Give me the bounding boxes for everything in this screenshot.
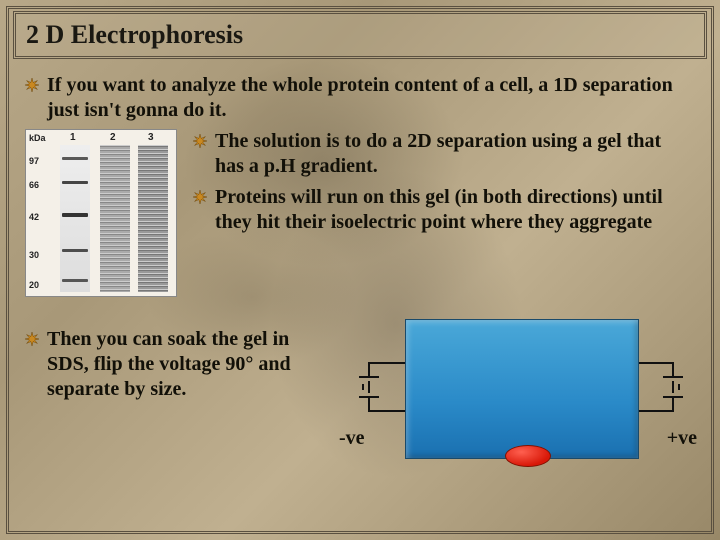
electrode-left-icon [341, 357, 405, 417]
bullet-item-4: Then you can soak the gel in SDS, flip t… [25, 327, 333, 402]
gel-rect [405, 319, 639, 459]
title-box: 2 D Electrophoresis [13, 11, 707, 59]
electrode-right-icon [637, 357, 701, 417]
mw-marker: 42 [29, 212, 39, 222]
gel-lane-1 [60, 145, 90, 292]
starburst-icon [193, 134, 207, 148]
kda-label: kDa [29, 133, 46, 143]
bullet-text: Proteins will run on this gel (in both d… [215, 185, 695, 235]
starburst-icon [193, 190, 207, 204]
mw-marker: 97 [29, 156, 39, 166]
negative-label: -ve [339, 427, 365, 450]
bullet-text: The solution is to do a 2D separation us… [215, 129, 695, 179]
lane-num: 1 [70, 132, 76, 143]
bottom-text-block: Then you can soak the gel in SDS, flip t… [25, 327, 333, 408]
bullet-item-3: Proteins will run on this gel (in both d… [193, 185, 695, 235]
protein-blob [505, 445, 551, 467]
lane-num: 2 [110, 132, 116, 143]
positive-label: +ve [667, 427, 697, 450]
bullet-text: Then you can soak the gel in SDS, flip t… [47, 327, 333, 402]
content-area: If you want to analyze the whole protein… [9, 69, 711, 475]
starburst-icon [25, 332, 39, 346]
lane-num: 3 [148, 132, 154, 143]
electrophoresis-diagram: -ve +ve [333, 305, 695, 475]
slide-title: 2 D Electrophoresis [26, 20, 694, 50]
sub-section: kDa 1 2 3 97 66 42 30 20 [25, 129, 695, 297]
mw-marker: 30 [29, 250, 39, 260]
mw-marker: 20 [29, 280, 39, 290]
bullet-text: If you want to analyze the whole protein… [47, 73, 695, 123]
slide-frame: 2 D Electrophoresis If you want to analy… [6, 6, 714, 534]
gel-lane-2 [100, 145, 130, 292]
mw-marker: 66 [29, 180, 39, 190]
starburst-icon [25, 78, 39, 92]
gel-photo: kDa 1 2 3 97 66 42 30 20 [25, 129, 177, 297]
bullet-item-1: If you want to analyze the whole protein… [25, 73, 695, 123]
bottom-row: Then you can soak the gel in SDS, flip t… [25, 327, 695, 475]
gel-lane-3 [138, 145, 168, 292]
bullet-item-2: The solution is to do a 2D separation us… [193, 129, 695, 179]
sub-bullets: The solution is to do a 2D separation us… [193, 129, 695, 241]
